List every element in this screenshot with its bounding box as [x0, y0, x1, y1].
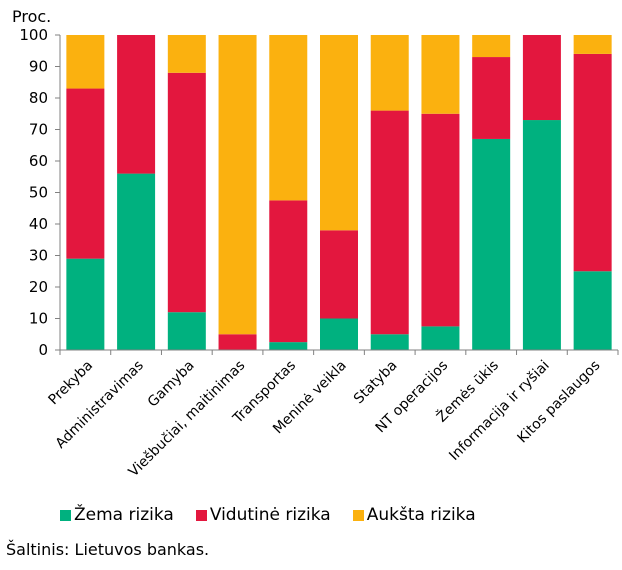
bar-segment-1-9	[472, 138, 511, 350]
bar-segment-3-7	[370, 35, 409, 111]
bar-segment-1-1	[66, 258, 105, 350]
bar-segment-1-8	[421, 326, 460, 351]
bar-segment-2-11	[573, 53, 612, 272]
legend-label: Vidutinė rizika	[209, 505, 331, 525]
x-tick-label: Prekyba	[46, 358, 97, 409]
legend-item-3: Aukšta rizika	[352, 505, 476, 525]
y-tick-label: 100	[19, 26, 48, 44]
bar-segment-2-9	[472, 57, 511, 139]
legend-item-2: Vidutinė rizika	[195, 505, 331, 525]
bar-segment-2-5	[269, 200, 308, 343]
x-tick-label: Gamyba	[145, 358, 198, 411]
bar-segment-1-2	[117, 173, 156, 350]
bar-segment-1-7	[370, 334, 409, 350]
y-tick-label: 90	[29, 58, 48, 76]
y-tick-label: 20	[29, 278, 48, 296]
legend-item-1: Žema rizika	[60, 505, 174, 525]
y-tick-label: 30	[29, 247, 48, 265]
bar-segment-2-4	[218, 334, 257, 350]
bar-segment-3-5	[269, 35, 308, 201]
bar-segment-3-11	[573, 35, 612, 54]
x-tick-label: Statyba	[351, 358, 401, 408]
x-tick-label: Administravimas	[53, 358, 147, 452]
legend-swatch	[352, 509, 364, 521]
legend-label: Aukšta rizika	[366, 505, 476, 525]
bar-segment-1-3	[167, 312, 206, 350]
y-tick-label: 40	[29, 215, 48, 233]
bar-segment-3-8	[421, 35, 460, 114]
bar-segment-3-6	[320, 35, 358, 231]
bar-segment-2-1	[66, 88, 105, 259]
bars-group	[66, 35, 612, 351]
bar-segment-1-11	[573, 271, 612, 350]
legend-swatch	[60, 509, 71, 521]
bar-segment-2-3	[167, 72, 206, 313]
bar-segment-2-10	[522, 35, 561, 121]
source-note: Šaltinis: Lietuvos bankas.	[6, 540, 210, 559]
legend: Žema rizika Vidutinė rizika Aukšta rizika	[60, 505, 498, 525]
bar-segment-1-5	[269, 342, 308, 351]
bar-segment-2-2	[117, 35, 156, 174]
y-tick-label: 80	[29, 89, 48, 107]
y-axis-title: Proc.	[12, 7, 51, 26]
legend-label: Žema rizika	[74, 505, 174, 525]
y-tick-label: 60	[29, 152, 48, 170]
bar-segment-3-4	[218, 35, 257, 335]
y-tick-label: 70	[29, 121, 48, 139]
bar-segment-2-7	[370, 110, 409, 335]
y-tick-label: 0	[38, 341, 48, 359]
legend-swatch	[195, 509, 207, 521]
bar-segment-1-6	[320, 318, 358, 350]
bar-segment-2-8	[421, 113, 460, 327]
bar-segment-2-6	[320, 230, 358, 319]
x-tick-label: Informacija ir ryšiai	[446, 358, 552, 464]
y-tick-label: 50	[29, 184, 48, 202]
y-tick-label: 10	[29, 310, 48, 328]
bar-segment-3-9	[472, 35, 511, 58]
bar-segment-3-3	[167, 35, 206, 73]
bar-segment-3-1	[66, 35, 105, 89]
bar-segment-1-10	[522, 120, 561, 350]
